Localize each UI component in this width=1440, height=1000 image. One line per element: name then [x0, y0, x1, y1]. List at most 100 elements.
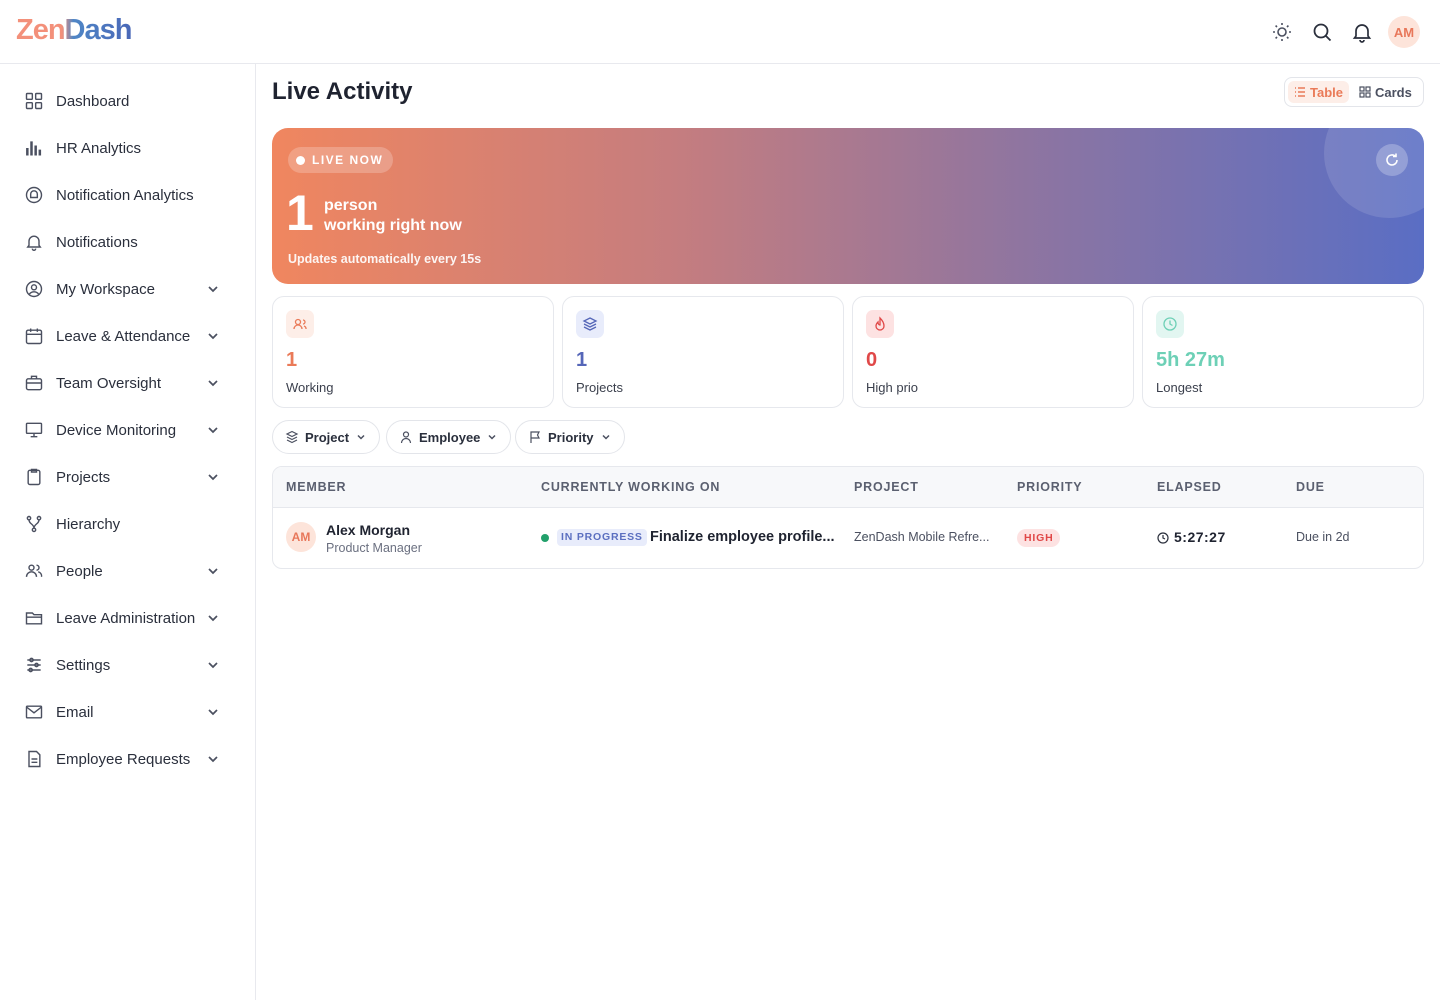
nav-icon: [25, 705, 43, 719]
expand-chevron[interactable]: [206, 564, 220, 578]
expand-chevron[interactable]: [206, 752, 220, 766]
nav-item[interactable]: Team Oversight: [16, 363, 240, 403]
filter-button[interactable]: Employee: [386, 420, 512, 454]
nav-label: Employee Requests: [56, 750, 191, 768]
expand-chevron[interactable]: [206, 470, 220, 484]
expand-chevron[interactable]: [206, 282, 220, 296]
nav-icon: [25, 186, 43, 204]
nav-icon: [26, 141, 42, 156]
expand-chevron[interactable]: [206, 376, 220, 390]
nav-icon: [25, 422, 43, 438]
nav-item[interactable]: My Workspace: [16, 269, 240, 309]
expand-chevron[interactable]: [206, 423, 220, 437]
filter-label: Employee: [419, 429, 481, 445]
nav-label: Email: [56, 703, 94, 721]
expand-chevron[interactable]: [206, 705, 220, 719]
stat-label: Working: [286, 380, 334, 395]
nav-item[interactable]: Device Monitoring: [16, 410, 240, 450]
nav-label: Device Monitoring: [56, 421, 177, 439]
status-dot: [541, 534, 549, 542]
filter-label: Priority: [548, 429, 594, 445]
stat-icon: [576, 310, 604, 338]
nav-item[interactable]: Notifications: [16, 222, 240, 262]
project-name: ZenDash Mobile Refre...: [854, 530, 990, 544]
expand-chevron[interactable]: [206, 611, 220, 625]
task-title: Finalize employee profile...: [650, 529, 835, 545]
nav-label: Dashboard: [56, 92, 130, 110]
nav-item[interactable]: Leave & Attendance: [16, 316, 240, 356]
priority-badge: HIGH: [1017, 529, 1061, 547]
nav-icon: [25, 328, 43, 345]
theme-toggle[interactable]: [1270, 20, 1294, 44]
badge-text: LIVE NOW: [312, 153, 384, 167]
nav-icon: [25, 92, 43, 110]
main-content: Live Activity Table Cards LIVE NOW 1 per…: [256, 64, 1440, 1000]
nav-label: Leave Administration: [56, 609, 196, 627]
stat-value: 0: [866, 349, 878, 371]
elapsed-time: 5:27:27: [1174, 529, 1226, 545]
nav-item[interactable]: Employee Requests: [16, 739, 240, 779]
header: ZenDash AM: [0, 0, 1440, 64]
nav-item[interactable]: Hierarchy: [16, 504, 240, 544]
nav-icon: [26, 235, 42, 251]
member-name: Alex Morgan: [326, 522, 411, 538]
refresh-button[interactable]: [1376, 144, 1408, 176]
nav-label: HR Analytics: [56, 139, 142, 157]
cards-view-button[interactable]: Cards: [1353, 81, 1418, 103]
stat-icon: [1156, 310, 1184, 338]
nav-item[interactable]: Email: [16, 692, 240, 732]
sidebar: Dashboard HR Analytics Notification Analyt…: [0, 64, 256, 1000]
nav-item[interactable]: HR Analytics: [16, 128, 240, 168]
nav-icon: [25, 280, 43, 298]
user-avatar[interactable]: AM: [1388, 16, 1420, 48]
table-view-button[interactable]: Table: [1288, 81, 1349, 103]
notifications-button[interactable]: [1350, 20, 1374, 44]
nav-label: People: [56, 562, 103, 580]
nav-item[interactable]: Projects: [16, 457, 240, 497]
nav-label: Hierarchy: [56, 515, 121, 533]
member-avatar: AM: [286, 522, 316, 552]
table-header: MEMBER CURRENTLY WORKING ON PROJECT PRIORIT…: [273, 467, 1423, 508]
nav-label: Team Oversight: [56, 374, 162, 392]
nav-item[interactable]: Dashboard: [16, 81, 240, 121]
filter-icon: [400, 431, 412, 444]
search-button[interactable]: [1310, 20, 1334, 44]
member-role: Product Manager: [326, 541, 422, 555]
stat-value: 5h 27m: [1156, 349, 1225, 371]
column-header: ELAPSED: [1157, 480, 1222, 494]
expand-chevron[interactable]: [206, 658, 220, 672]
decoration: [1324, 128, 1424, 218]
nav-label: Leave & Attendance: [56, 327, 191, 345]
filter-button[interactable]: Priority: [515, 420, 625, 454]
view-toggle: Table Cards: [1284, 77, 1424, 107]
expand-chevron[interactable]: [206, 329, 220, 343]
nav-icon: [27, 468, 41, 486]
column-header: CURRENTLY WORKING ON: [541, 480, 721, 494]
nav-label: My Workspace: [56, 280, 155, 298]
nav-item[interactable]: People: [16, 551, 240, 591]
table-row[interactable]: AM Alex Morgan Product Manager IN PROGRE…: [273, 508, 1423, 568]
nav-item[interactable]: Notification Analytics: [16, 175, 240, 215]
update-note: Updates automatically every 15s: [288, 252, 482, 266]
stat-icon: [866, 310, 894, 338]
stat-value: 1: [576, 349, 588, 371]
column-header: PROJECT: [854, 480, 919, 494]
nav-label: Notifications: [56, 233, 138, 251]
logo[interactable]: ZenDash: [16, 14, 132, 46]
activity-table: MEMBER CURRENTLY WORKING ON PROJECT PRIORIT…: [272, 466, 1424, 569]
stat-card: 5h 27m Longest: [1142, 296, 1424, 408]
dropdown-chevron: [357, 434, 365, 440]
nav-item[interactable]: Settings: [16, 645, 240, 685]
nav-item[interactable]: Leave Administration: [16, 598, 240, 638]
column-header: DUE: [1296, 480, 1325, 494]
clock-icon: [1157, 532, 1169, 544]
stat-card: 1 Projects: [562, 296, 844, 408]
label: Table: [1310, 84, 1343, 100]
filter-icon: [530, 431, 540, 443]
stat-card: 0 High prio: [852, 296, 1134, 408]
live-badge: LIVE NOW: [288, 147, 394, 173]
column-header: MEMBER: [286, 480, 347, 494]
stat-label: High prio: [866, 380, 919, 395]
filter-button[interactable]: Project: [272, 420, 381, 454]
